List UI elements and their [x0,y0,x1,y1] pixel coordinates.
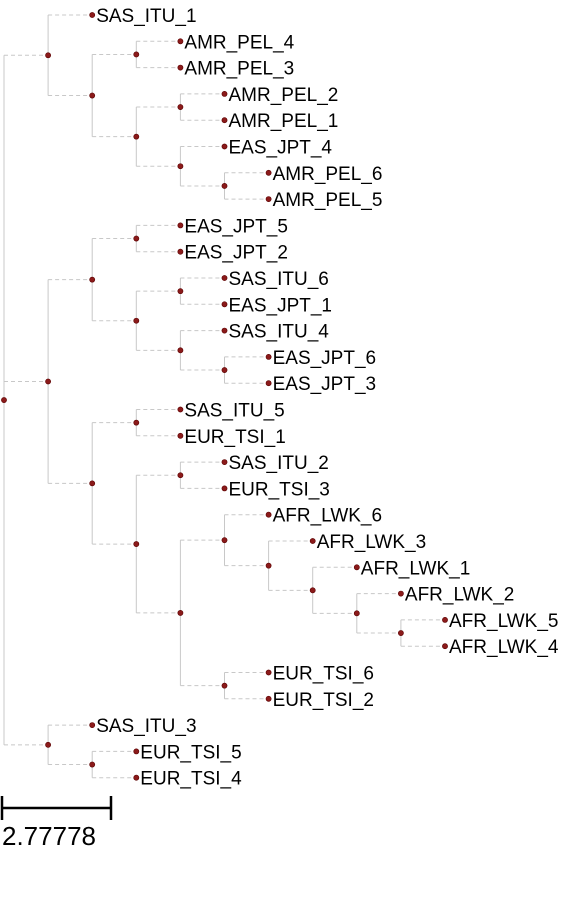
tree-nodes [1,12,448,781]
leaf-node [221,91,228,97]
internal-node [353,610,360,617]
leaf-node [309,538,316,544]
leaf-label: AFR_LWK_3 [317,532,426,553]
leaf-label: SAS_ITU_1 [96,6,196,27]
leaf-label: EUR_TSI_4 [140,769,242,790]
leaf-label: EUR_TSI_6 [273,664,374,685]
internal-node [89,276,96,283]
leaf-node [89,722,96,728]
scale-bar-label: 2.77778 [2,821,96,851]
internal-node [45,378,51,385]
leaf-label: EAS_JPT_6 [273,348,377,369]
leaf-node [265,669,272,676]
leaf-label: EAS_JPT_4 [229,138,333,159]
internal-node [177,472,184,479]
leaf-label: EAS_JPT_3 [273,374,377,395]
internal-node [89,480,96,487]
internal-node [45,741,51,748]
internal-node [1,397,7,403]
leaf-node [177,406,184,413]
leaf-node [177,64,184,71]
leaf-label: EUR_TSI_5 [140,742,241,763]
leaf-label: AFR_LWK_1 [361,558,470,579]
internal-node [221,537,228,544]
leaf-node [265,353,272,360]
leaf-node [442,643,448,650]
leaf-node [397,590,404,597]
leaf-node [221,143,228,150]
leaf-node [177,38,184,45]
leaf-node [177,222,184,229]
leaf-label: SAS_ITU_2 [229,453,329,474]
leaf-node [133,748,140,755]
internal-node [133,419,140,426]
internal-node [177,104,184,110]
leaf-label: EAS_JPT_5 [184,216,288,237]
tree-edges [3,14,445,779]
leaf-labels: SAS_ITU_1 AMR_PEL_4 AMR_PEL_3 AMR_PEL_2 AMR_… [96,6,559,790]
internal-node [133,133,140,140]
internal-node [89,92,96,99]
leaf-label: SAS_ITU_4 [229,322,330,343]
leaf-label: EUR_TSI_3 [229,479,330,500]
leaf-node [221,327,228,334]
leaf-node [89,12,96,18]
scale-bar: 2.77778 [0,796,113,851]
leaf-node [442,617,448,623]
leaf-node [353,564,360,571]
internal-node [221,183,228,189]
leaf-label: SAS_ITU_3 [96,716,196,737]
internal-node [133,51,140,58]
leaf-node [265,695,272,702]
leaf-label: AMR_PEL_1 [229,111,339,132]
internal-node [177,288,184,295]
leaf-node [221,459,228,465]
internal-node [177,610,184,616]
leaf-label: EAS_JPT_2 [184,243,288,264]
leaf-node [221,301,228,308]
internal-node [397,630,404,636]
leaf-label: SAS_ITU_5 [184,401,284,422]
leaf-label: AFR_LWK_4 [449,637,559,658]
leaf-node [177,248,184,255]
internal-node [265,562,272,569]
internal-node [133,235,140,242]
leaf-label: AFR_LWK_2 [405,585,514,606]
internal-node [221,367,228,373]
leaf-node [265,380,272,387]
internal-node [177,163,184,170]
leaf-node [221,275,228,281]
leaf-label: AMR_PEL_2 [229,85,339,106]
leaf-node [265,196,272,202]
leaf-label: EAS_JPT_1 [229,295,333,316]
internal-node [221,682,228,689]
leaf-node [265,169,272,176]
leaf-label: AFR_LWK_5 [449,611,558,632]
leaf-node [265,511,272,518]
internal-node [45,52,51,59]
leaf-node [177,432,184,439]
leaf-label: AMR_PEL_4 [184,32,294,53]
leaf-label: AMR_PEL_6 [273,164,383,185]
internal-node [133,541,140,547]
leaf-label: EUR_TSI_1 [184,427,285,448]
leaf-node [221,117,228,124]
leaf-node [133,774,140,781]
leaf-label: AMR_PEL_5 [273,190,383,211]
leaf-node [221,485,228,492]
leaf-label: AMR_PEL_3 [184,59,294,80]
leaf-label: EUR_TSI_2 [273,690,374,711]
internal-node [89,761,96,768]
internal-node [177,347,184,354]
leaf-label: SAS_ITU_6 [229,269,329,290]
internal-node [133,317,140,324]
internal-node [309,587,316,594]
leaf-label: AFR_LWK_6 [273,506,382,527]
